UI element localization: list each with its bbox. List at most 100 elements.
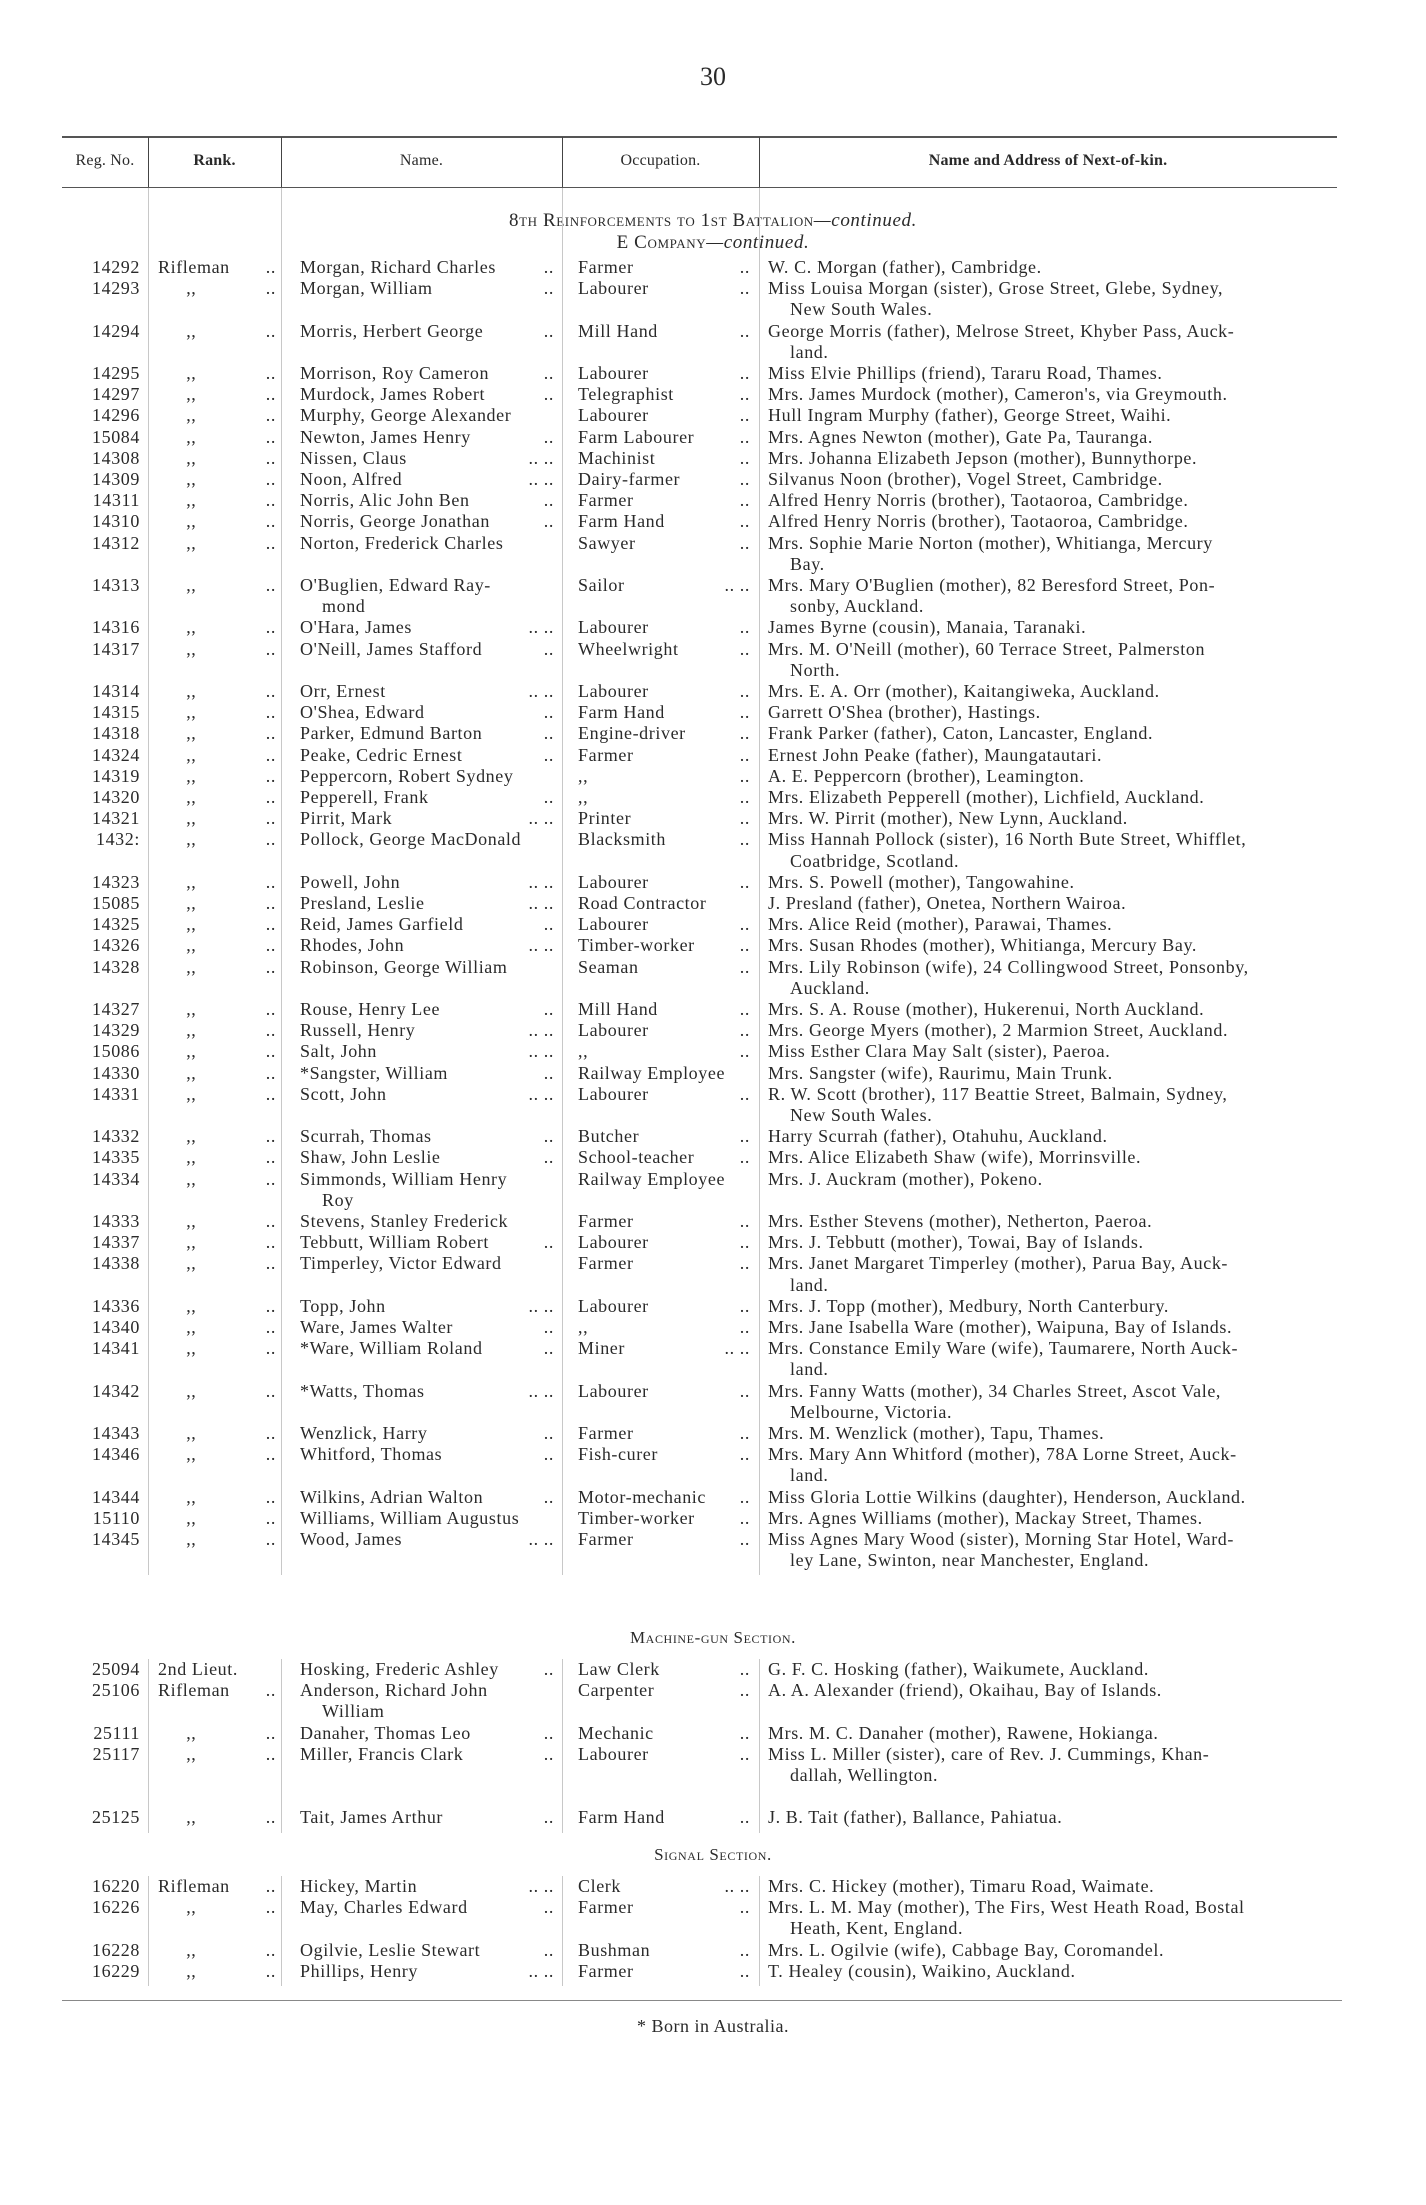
name-cell: Noon, Alfred .. .. (300, 469, 554, 490)
cell-text: ,, (158, 1743, 197, 1764)
rank-cell: ,,.. (158, 1126, 276, 1147)
cell-line: 14346 (92, 1444, 140, 1465)
leader-dots: .. (739, 426, 750, 447)
leader-dots: .. (265, 765, 276, 786)
cell-line: Mrs. George Myers (mother), 2 Marmion St… (768, 1020, 1229, 1041)
name-cell: Morris, Herbert George.. (300, 321, 554, 342)
rank-cell: ,,.. (158, 1084, 276, 1105)
cell-text: Labourer (578, 1020, 649, 1041)
cell-text: Labourer (578, 617, 649, 638)
cell-text: ,, (158, 426, 197, 447)
table-row: 14324 ,,.. Peake, Cedric Ernest.. Farmer..… (0, 745, 1426, 766)
cell-line: Mrs. Janet Margaret Timperley (mother), … (768, 1253, 1229, 1274)
cell-text: Timber-worker (578, 1507, 695, 1528)
cell-line: Frank Parker (father), Caton, Lancaster,… (768, 723, 1154, 744)
cell-line: Orr, Ernest .. .. (300, 681, 554, 702)
cell-text: Wilkins, Adrian Walton (300, 1486, 484, 1507)
name-cell: Anderson, Richard John William (300, 1680, 554, 1722)
reg-no-cell: 14318 (60, 723, 140, 744)
cell-text: ,, (158, 871, 197, 892)
occupation-cell: ,,.. (578, 1041, 750, 1062)
next-of-kin-cell: J. Presland (father), Onetea, Northern W… (768, 893, 1358, 914)
leader-dots: .. (543, 1659, 554, 1679)
leader-dots: .. (265, 871, 276, 892)
occupation-cell: Sailor .. .. (578, 575, 750, 596)
leader-dots: .. .. (528, 1960, 554, 1981)
cell-text: ,, (158, 1253, 197, 1274)
cell-line: 14328 (92, 956, 140, 977)
table-row: 14326 ,,.. Rhodes, John.. .. Timber-worker… (0, 935, 1426, 956)
leader-dots: .. (265, 426, 276, 447)
cell-line: New South Wales. (790, 299, 933, 320)
cell-line: Danaher, Thomas Leo.. (300, 1723, 554, 1744)
leader-dots: .. (739, 871, 750, 892)
cell-text: ,, (158, 1444, 197, 1465)
cell-line: Mrs. Alice Reid (mother), Parawai, Thame… (768, 914, 1113, 935)
cell-line: ,,.. (578, 1041, 750, 1062)
cell-line: 14345 (92, 1529, 140, 1549)
header-divider (759, 137, 760, 187)
occupation-cell: Railway Employee (578, 1169, 750, 1190)
name-cell: Danaher, Thomas Leo.. (300, 1723, 554, 1744)
cell-line: Mrs. L. Ogilvie (wife), Cabbage Bay, Cor… (768, 1939, 1165, 1960)
cell-line: 14310 (92, 511, 140, 532)
cell-text: ,, (158, 1020, 197, 1041)
cell-line: R. W. Scott (brother), 117 Beattie Stree… (768, 1083, 1228, 1104)
column-divider (281, 1876, 282, 1986)
leader-dots: .. (265, 1939, 276, 1960)
cell-line: Hull Ingram Murphy (father), George Stre… (768, 405, 1172, 426)
cell-line: 14296 (92, 405, 140, 426)
leader-dots: .. (265, 1529, 276, 1549)
cell-line: 15085 (92, 893, 140, 913)
leader-dots: .. (739, 320, 750, 341)
cell-text: Farm Hand (578, 1807, 665, 1828)
cell-line: Labourer.. (578, 1232, 750, 1253)
name-cell: Powell, John .. .. (300, 872, 554, 893)
cell-line: ,,.. (158, 1126, 276, 1147)
name-cell: Whitford, Thomas.. (300, 1444, 554, 1465)
cell-line: Mrs. Jane Isabella Ware (mother), Waipun… (768, 1317, 1233, 1337)
cell-text: ,, (158, 787, 197, 807)
name-cell: Phillips, Henry .. .. (300, 1961, 554, 1982)
rank-cell: ,,.. (158, 1508, 276, 1529)
reg-no-cell: 14336 (60, 1296, 140, 1317)
cell-text: Printer (578, 808, 632, 829)
rank-cell: ,,.. (158, 745, 276, 766)
cell-text: ,, (158, 744, 197, 765)
rank-cell: ,,.. (158, 893, 276, 914)
cell-text: Morgan, William (300, 278, 433, 299)
reg-no-cell: 15086 (60, 1041, 140, 1062)
leader-dots: .. (739, 447, 750, 468)
company-title: E Company (616, 232, 707, 253)
cell-line: Mill Hand.. (578, 999, 750, 1020)
leader-dots: .. (739, 723, 750, 744)
cell-line: 14330 (92, 1062, 140, 1083)
leader-dots: .. (265, 702, 276, 723)
occupation-cell: Sawyer.. (578, 533, 750, 554)
next-of-kin-cell: Mrs. S. Powell (mother), Tangowahine. (768, 872, 1358, 893)
leader-dots: .. .. (724, 575, 750, 595)
cell-line: Parker, Edmund Barton.. (300, 723, 554, 744)
cell-line: Mrs. Sophie Marie Norton (mother), Whiti… (768, 532, 1213, 553)
cell-line: Labourer.. (578, 872, 750, 893)
table-row: 14332 ,,.. Scurrah, Thomas.. Butcher.. Harr… (0, 1126, 1426, 1147)
next-of-kin-cell: Mrs. Esther Stevens (mother), Netherton,… (768, 1211, 1358, 1232)
cell-text: Wood, James (300, 1529, 403, 1549)
cell-line: ,,.. (158, 427, 276, 448)
name-cell: May, Charles Edward.. (300, 1897, 554, 1918)
leader-dots: .. (739, 765, 750, 786)
next-of-kin-cell: Miss Gloria Lottie Wilkins (daughter), H… (768, 1487, 1358, 1508)
name-cell: Williams, William Augustus (300, 1508, 554, 1529)
cell-line: Pirrit, Mark .. .. (300, 808, 554, 829)
rank-cell: ,,.. (158, 1807, 276, 1828)
table-row: 14343 ,,.. Wenzlick, Harry.. Farmer.. Mrs. … (0, 1423, 1426, 1444)
table-row: 14292 Rifleman.. Morgan, Richard Charles..… (0, 257, 1426, 278)
next-of-kin-cell: Mrs. Sangster (wife), Raurimu, Main Trun… (768, 1063, 1358, 1084)
cell-text: School-teacher (578, 1147, 695, 1168)
next-of-kin-cell: Mrs. Alice Elizabeth Shaw (wife), Morrin… (768, 1147, 1358, 1168)
cell-text: ,, (158, 1380, 197, 1401)
header-divider (281, 137, 282, 187)
occupation-cell: Seaman.. (578, 957, 750, 978)
name-cell: Wenzlick, Harry.. (300, 1423, 554, 1444)
cell-line: Machinist.. (578, 448, 750, 469)
